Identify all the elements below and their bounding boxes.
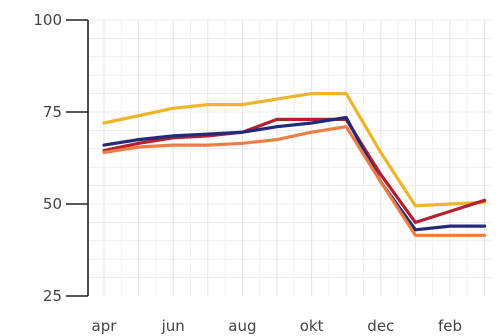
x-tick-label: okt xyxy=(300,317,324,335)
y-tick-label: 100 xyxy=(33,11,62,29)
x-tick-label: aug xyxy=(228,317,256,335)
y-tick-label: 75 xyxy=(43,103,62,121)
y-tick-label: 25 xyxy=(43,287,62,305)
series-line-3 xyxy=(102,115,487,232)
series-line-2 xyxy=(102,117,487,224)
minor-gridlines-vertical xyxy=(120,20,468,296)
x-tick-label: jun xyxy=(161,317,185,335)
x-tick-label: feb xyxy=(438,317,462,335)
x-axis-tick-labels: apr jun aug okt dec feb xyxy=(92,317,462,335)
series-lines xyxy=(102,91,487,237)
y-tick-label: 50 xyxy=(43,195,62,213)
minor-gridlines-horizontal xyxy=(88,19,492,279)
y-axis-tick-labels: 25 50 75 100 xyxy=(33,11,62,305)
major-gridlines-vertical xyxy=(103,20,486,296)
series-line-4 xyxy=(102,125,487,237)
x-tick-label: apr xyxy=(92,317,118,335)
x-tick-label: dec xyxy=(367,317,394,335)
series-line-1 xyxy=(102,91,487,208)
y-axis-ticks xyxy=(66,19,88,297)
